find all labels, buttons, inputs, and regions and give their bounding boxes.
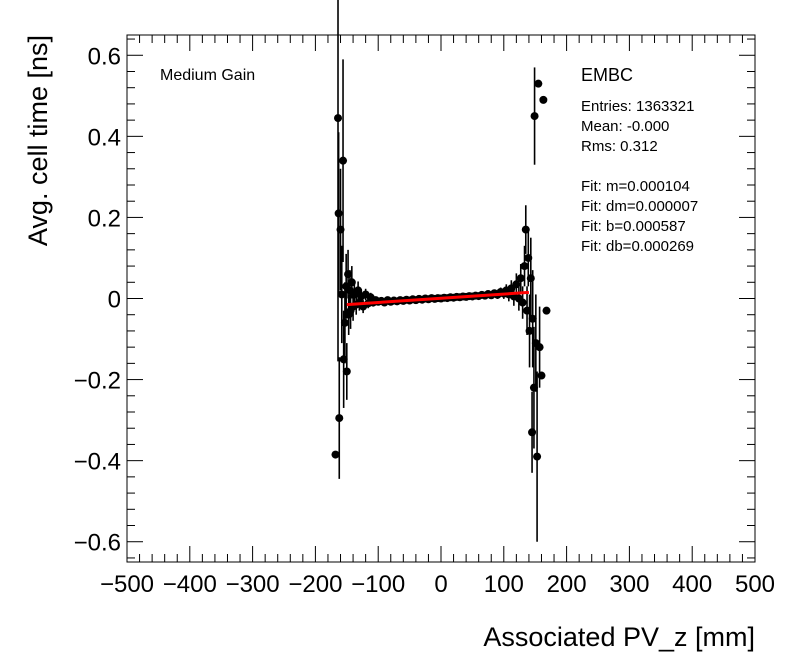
stats-fit-m: Fit: m=0.000104 [581, 178, 690, 195]
data-point [534, 79, 543, 88]
x-tick-label: −300 [226, 571, 280, 598]
y-tick-labels: −0.6 −0.4 −0.2 0 0.2 0.4 0.6 [74, 43, 121, 556]
y-axis-title: Avg. cell time [ns] [23, 35, 53, 246]
fit-line [346, 290, 530, 307]
data-point [537, 371, 546, 380]
x-tick-label: 300 [609, 571, 649, 598]
data-point [520, 262, 529, 271]
data-point [340, 318, 349, 327]
data-point [526, 274, 535, 283]
data-point [528, 314, 537, 323]
stats-name: EMBC [581, 65, 633, 85]
stats-entries: Entries: 1363321 [581, 98, 694, 115]
data-point [542, 306, 551, 315]
x-tick-labels: −500 −400 −300 −200 −100 0 100 200 300 400 500 [100, 571, 775, 598]
data-point [334, 209, 343, 218]
data-point [331, 450, 340, 459]
x-tick-label: −200 [288, 571, 342, 598]
x-tick-label: 400 [672, 571, 712, 598]
x-tick-label: −100 [351, 571, 405, 598]
data-point [339, 156, 348, 165]
data-point [342, 367, 351, 376]
x-tick-label: 500 [735, 571, 775, 598]
y-tick-label: 0.6 [88, 43, 121, 70]
plot-frame [126, 34, 756, 563]
x-tick-label: 0 [434, 571, 447, 598]
y-tick-label: −0.6 [74, 530, 121, 557]
x-tick-label: 100 [484, 571, 524, 598]
stats-fit-b: Fit: b=0.000587 [581, 218, 686, 235]
y-tick-label: −0.2 [74, 368, 121, 395]
data-point [337, 290, 346, 299]
data-point [516, 274, 525, 283]
data-point [334, 114, 343, 123]
data-point [535, 343, 544, 352]
data-point [335, 414, 344, 423]
stats-fit-dm: Fit: dm=0.000007 [581, 198, 698, 215]
data-point [344, 270, 353, 279]
data-point [530, 112, 539, 121]
stats-fit-db: Fit: db=0.000269 [581, 238, 694, 255]
stats-mean: Mean: -0.000 [581, 118, 669, 135]
stats-rms: Rms: 0.312 [581, 138, 658, 155]
y-tick-label: 0 [108, 287, 121, 314]
data-point [525, 326, 534, 335]
x-tick-label: 200 [547, 571, 587, 598]
y-tick-label: −0.4 [74, 449, 121, 476]
y-tick-label: 0.2 [88, 205, 121, 232]
data-point [533, 452, 542, 461]
x-tick-label: −400 [163, 571, 217, 598]
data-point [528, 428, 537, 437]
data-point [518, 298, 527, 307]
gain-label: Medium Gain [160, 67, 255, 84]
data-point [512, 280, 521, 289]
x-tick-label: −500 [100, 571, 154, 598]
y-tick-label: 0.4 [88, 124, 121, 151]
x-axis-title: Associated PV_z [mm] [483, 622, 755, 652]
data-point [539, 95, 548, 104]
data-point [354, 286, 363, 295]
